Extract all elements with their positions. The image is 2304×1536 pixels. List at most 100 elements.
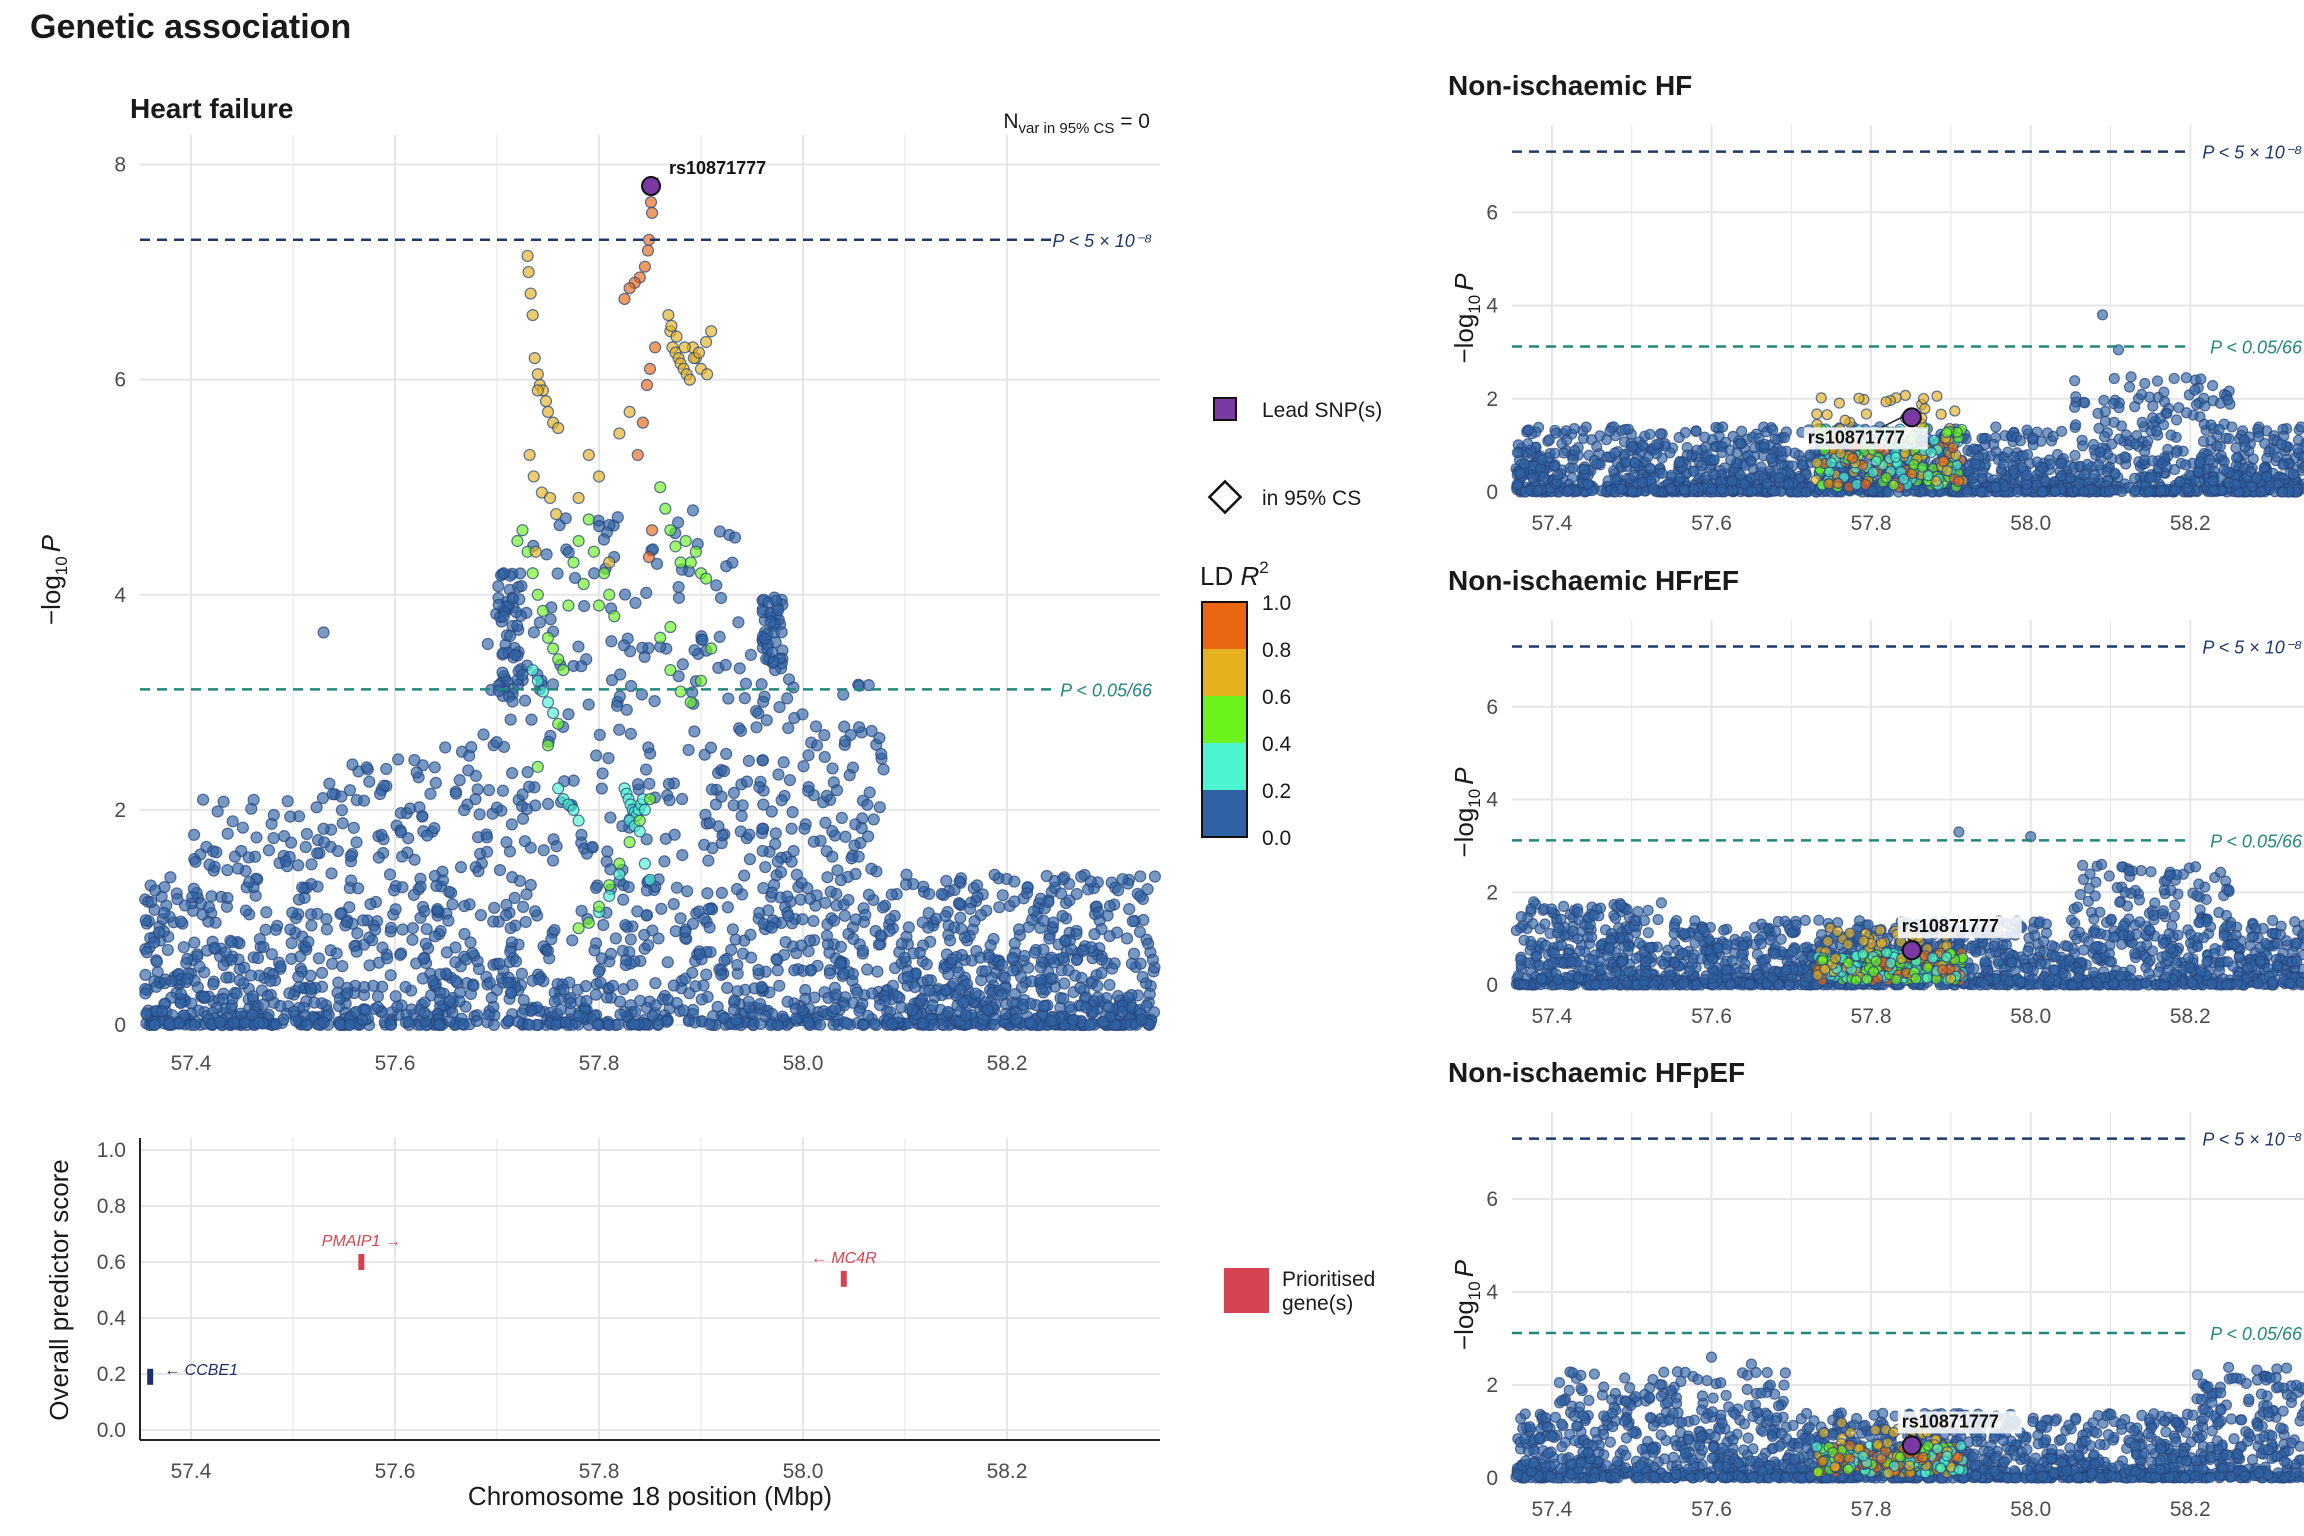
variant-point: [649, 977, 662, 990]
variant-point: [586, 840, 599, 854]
variant-point: [819, 896, 832, 909]
variant-point: [1899, 389, 1912, 401]
variant-point: [1105, 962, 1119, 975]
variant-point: [923, 984, 936, 997]
variant-point: [2151, 375, 2164, 387]
variant-point: [1769, 485, 1781, 497]
variant-point: [213, 1016, 227, 1029]
variant-point: [171, 893, 184, 906]
variant-point: [601, 845, 614, 858]
variant-point: [300, 1018, 313, 1031]
variant-point: [1949, 405, 1961, 417]
variant-point: [602, 752, 615, 765]
variant-point: [231, 862, 245, 875]
variant-point: [1931, 390, 1943, 402]
variant-point: [611, 511, 624, 524]
variant-point: [603, 889, 616, 903]
variant-point: [883, 924, 896, 938]
variant-point: [2002, 446, 2014, 458]
variant-point: [2098, 431, 2111, 443]
variant-point: [148, 1018, 161, 1032]
variant-point: [1765, 452, 1777, 465]
variant-point: [384, 969, 397, 982]
variant-point: [1644, 462, 1656, 474]
variant-point: [210, 846, 223, 859]
variant-point: [523, 448, 536, 462]
variant-point: [603, 879, 616, 892]
variant-point: [228, 850, 242, 863]
variant-point: [550, 840, 563, 853]
variant-point: [958, 931, 972, 944]
variant-point: [487, 1000, 500, 1014]
variant-point: [1976, 432, 1988, 445]
variant-point: [1860, 408, 1873, 420]
variant-point: [782, 721, 795, 735]
variant-point: [1008, 937, 1021, 950]
variant-point: [492, 580, 505, 593]
variant-point: [670, 330, 683, 343]
variant-point: [781, 995, 794, 1008]
variant-point: [678, 341, 691, 354]
variant-point: [315, 966, 329, 979]
heart-failure-panel: Heart failure Nvar in 95% CS = 00246857.4…: [36, 93, 1161, 1075]
nvar-label: Nvar in 95% CS = 0: [1003, 110, 1150, 137]
variant-point: [2247, 453, 2259, 465]
variant-point: [587, 545, 601, 558]
variant-point: [449, 941, 462, 954]
variant-point: [508, 648, 522, 661]
variant-point: [2129, 401, 2141, 413]
x-tick-label: 57.6: [375, 1052, 416, 1075]
variant-point: [714, 591, 728, 605]
variant-point: [1928, 434, 1940, 446]
variant-point: [2250, 473, 2262, 485]
variant-point: [2036, 486, 2048, 498]
variant-point: [772, 768, 785, 781]
variant-point: [2070, 391, 2082, 403]
variant-point: [490, 736, 503, 749]
variant-point: [357, 794, 371, 807]
variant-point: [941, 1005, 955, 1019]
variant-point: [727, 799, 740, 812]
y-tick-label: 4: [114, 584, 126, 607]
genomewide-threshold-label: P < 5 × 10⁻⁸: [2202, 143, 2302, 163]
variant-point: [340, 915, 354, 929]
variant-point: [609, 932, 622, 945]
variant-point: [193, 960, 206, 973]
variant-point: [174, 915, 187, 928]
variant-point: [1673, 457, 1685, 469]
variant-point: [2007, 464, 2020, 476]
variant-point: [549, 1018, 563, 1031]
variant-point: [2158, 386, 2170, 398]
variant-point: [458, 927, 471, 941]
variant-point: [363, 959, 376, 972]
variant-point: [865, 862, 878, 875]
variant-point: [679, 534, 692, 548]
variant-point: [487, 915, 500, 928]
variant-point: [764, 615, 777, 628]
variant-point: [1102, 1001, 1115, 1014]
variant-point: [1916, 461, 1929, 473]
variant-point: [472, 865, 485, 878]
variant-point: [2119, 451, 2131, 463]
variant-point: [641, 244, 655, 257]
variant-point: [391, 1000, 404, 1013]
variant-point: [654, 481, 667, 494]
variant-point: [1043, 932, 1056, 945]
variant-point: [742, 754, 755, 768]
variant-point: [995, 988, 1008, 1001]
variant-point: [649, 999, 662, 1012]
variant-point: [389, 903, 402, 916]
variant-point: [543, 491, 557, 505]
y-tick-label: 6: [114, 369, 126, 392]
variant-point: [1137, 913, 1150, 927]
variant-point: [2261, 452, 2273, 464]
variant-point: [1604, 425, 1616, 437]
variant-point: [638, 803, 652, 816]
variant-point: [628, 1018, 641, 1031]
variant-point: [705, 325, 718, 338]
variant-point: [672, 580, 685, 594]
variant-point: [672, 591, 686, 604]
variant-point: [2098, 394, 2110, 406]
variant-point: [964, 902, 977, 915]
